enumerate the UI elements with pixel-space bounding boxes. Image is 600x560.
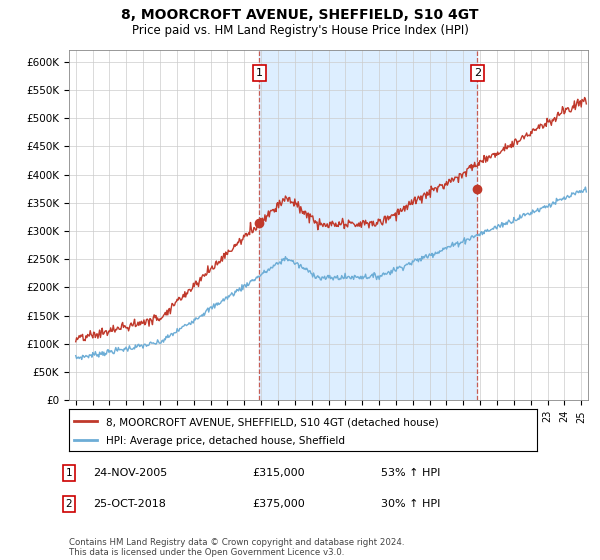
Text: 1: 1 <box>65 468 73 478</box>
Text: 24-NOV-2005: 24-NOV-2005 <box>93 468 167 478</box>
Text: 8, MOORCROFT AVENUE, SHEFFIELD, S10 4GT (detached house): 8, MOORCROFT AVENUE, SHEFFIELD, S10 4GT … <box>106 417 439 427</box>
Text: 53% ↑ HPI: 53% ↑ HPI <box>381 468 440 478</box>
Text: 2: 2 <box>474 68 481 78</box>
Text: £375,000: £375,000 <box>252 499 305 509</box>
Text: 8, MOORCROFT AVENUE, SHEFFIELD, S10 4GT: 8, MOORCROFT AVENUE, SHEFFIELD, S10 4GT <box>121 8 479 22</box>
Text: Contains HM Land Registry data © Crown copyright and database right 2024.
This d: Contains HM Land Registry data © Crown c… <box>69 538 404 557</box>
Text: HPI: Average price, detached house, Sheffield: HPI: Average price, detached house, Shef… <box>106 436 346 446</box>
Text: 1: 1 <box>256 68 263 78</box>
Text: 30% ↑ HPI: 30% ↑ HPI <box>381 499 440 509</box>
Text: 2: 2 <box>65 499 73 509</box>
Text: 25-OCT-2018: 25-OCT-2018 <box>93 499 166 509</box>
Bar <box>259 50 477 400</box>
Text: Price paid vs. HM Land Registry's House Price Index (HPI): Price paid vs. HM Land Registry's House … <box>131 24 469 36</box>
Text: £315,000: £315,000 <box>252 468 305 478</box>
